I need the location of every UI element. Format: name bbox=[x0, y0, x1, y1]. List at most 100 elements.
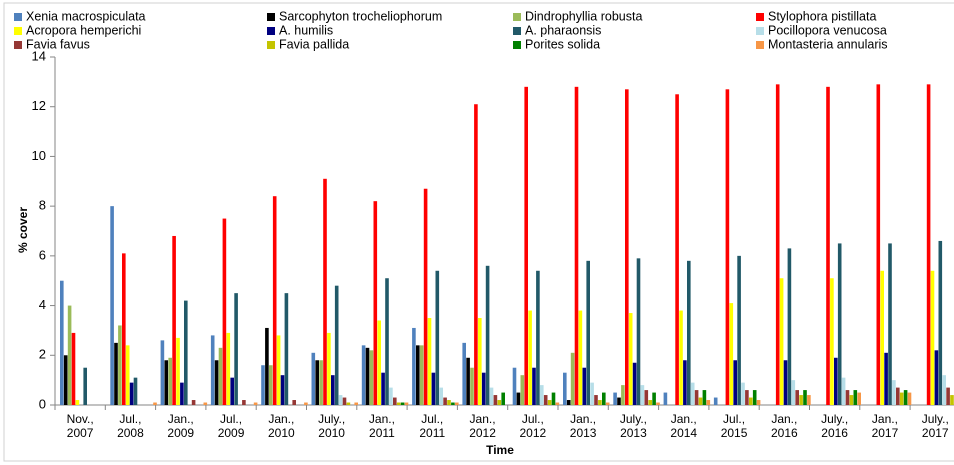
bar bbox=[602, 392, 606, 405]
x-tick-label: July., 2010 bbox=[318, 412, 346, 440]
bar bbox=[455, 402, 459, 405]
x-tick-label: Nov., 2007 bbox=[66, 412, 94, 440]
bar bbox=[907, 392, 912, 405]
bar bbox=[168, 357, 172, 405]
bar bbox=[114, 342, 118, 405]
bar bbox=[210, 335, 215, 405]
bar bbox=[520, 375, 525, 405]
bar bbox=[516, 392, 521, 405]
legend-label: Favia favus bbox=[26, 37, 90, 51]
bar bbox=[787, 248, 792, 405]
bar bbox=[501, 392, 505, 405]
legend-swatch bbox=[756, 41, 764, 49]
bar bbox=[447, 400, 451, 405]
bar bbox=[129, 382, 134, 405]
bar bbox=[354, 402, 358, 405]
bar bbox=[663, 392, 668, 405]
bar bbox=[946, 387, 950, 405]
bar bbox=[153, 402, 157, 405]
bar bbox=[563, 372, 567, 405]
bar bbox=[926, 84, 931, 405]
bar bbox=[404, 402, 409, 405]
chart-border bbox=[3, 2, 954, 462]
bar bbox=[652, 392, 656, 405]
legend-swatch bbox=[14, 13, 22, 21]
bar bbox=[884, 352, 888, 405]
bar bbox=[203, 402, 208, 405]
legend-swatch bbox=[267, 27, 275, 35]
bar bbox=[950, 395, 954, 405]
bar bbox=[547, 400, 552, 405]
bar bbox=[841, 377, 846, 405]
bar bbox=[242, 400, 246, 405]
bar bbox=[795, 390, 799, 405]
bar bbox=[524, 86, 528, 405]
legend-label: A. humilis bbox=[279, 23, 333, 37]
bar bbox=[845, 390, 850, 405]
bar bbox=[478, 318, 482, 405]
bar bbox=[598, 400, 602, 405]
bar bbox=[578, 310, 583, 405]
bar bbox=[799, 395, 803, 405]
x-tick-label: July., 2016 bbox=[821, 412, 849, 440]
bar bbox=[304, 402, 308, 405]
x-tick-label: July., 2017 bbox=[921, 412, 949, 440]
bar bbox=[725, 89, 730, 406]
bar bbox=[745, 390, 749, 405]
bar bbox=[779, 278, 784, 405]
bar bbox=[319, 360, 323, 405]
bar bbox=[474, 104, 478, 405]
bar bbox=[191, 400, 196, 405]
bar bbox=[412, 327, 416, 405]
bar bbox=[60, 280, 64, 405]
bar bbox=[470, 367, 474, 405]
bar bbox=[617, 397, 621, 405]
bar bbox=[741, 382, 745, 405]
bar bbox=[400, 402, 405, 405]
x-tick-label: Jul., 2008 bbox=[117, 412, 144, 440]
bar bbox=[555, 402, 560, 405]
bar bbox=[451, 402, 455, 405]
legend-label: Favia pallida bbox=[279, 37, 349, 51]
bar bbox=[133, 377, 138, 405]
bar bbox=[164, 360, 169, 405]
bar bbox=[713, 397, 718, 405]
bar bbox=[737, 255, 741, 405]
bar bbox=[284, 293, 289, 405]
bar bbox=[67, 305, 72, 405]
bar bbox=[226, 332, 231, 405]
bar bbox=[837, 243, 842, 405]
y-tick-label: 14 bbox=[32, 48, 46, 63]
bar bbox=[334, 285, 339, 405]
bar bbox=[462, 342, 466, 405]
bar bbox=[396, 402, 401, 405]
bar bbox=[582, 367, 587, 405]
bar bbox=[702, 390, 707, 405]
bar bbox=[481, 372, 486, 405]
x-tick-label: Jan., 2009 bbox=[167, 412, 195, 440]
bar bbox=[160, 340, 165, 405]
bar bbox=[214, 360, 219, 405]
bar bbox=[338, 395, 343, 405]
bar bbox=[311, 352, 316, 405]
bar bbox=[888, 243, 892, 405]
y-axis-title: % cover bbox=[16, 207, 30, 253]
bar bbox=[749, 397, 753, 405]
bar bbox=[628, 313, 633, 405]
x-tick-label: Jul., 2015 bbox=[720, 412, 748, 440]
bar bbox=[466, 357, 470, 405]
bar bbox=[118, 325, 122, 405]
bar bbox=[729, 303, 734, 405]
bar bbox=[656, 402, 660, 405]
bar bbox=[292, 400, 296, 405]
bar bbox=[389, 387, 393, 405]
bar bbox=[853, 390, 858, 405]
y-tick-label: 6 bbox=[39, 247, 46, 262]
bar bbox=[687, 260, 691, 405]
bar bbox=[594, 395, 598, 405]
bar bbox=[613, 392, 617, 405]
bar bbox=[566, 400, 571, 405]
bar bbox=[261, 365, 265, 405]
bar bbox=[315, 360, 319, 405]
